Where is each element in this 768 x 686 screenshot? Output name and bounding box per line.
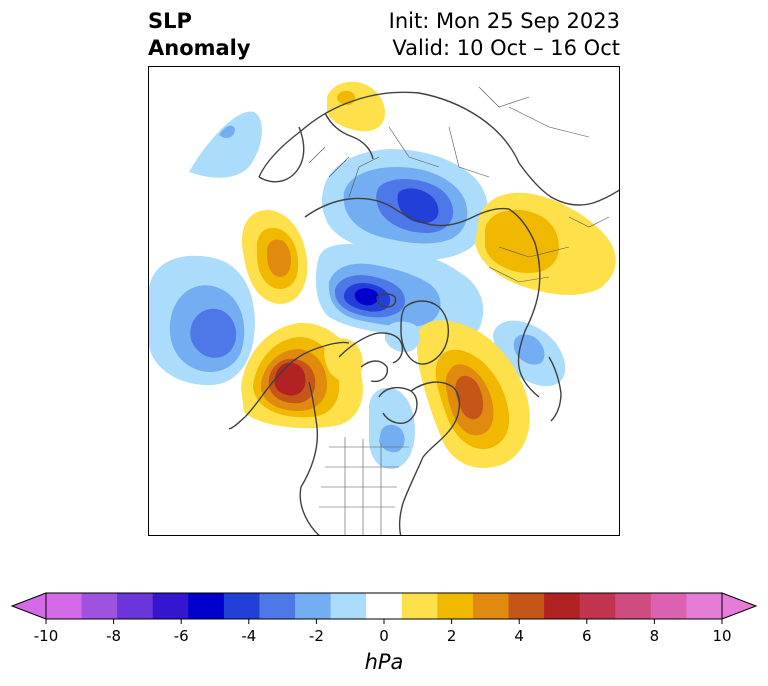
colorbar-swatch bbox=[508, 593, 545, 619]
colorbar-swatch bbox=[46, 593, 83, 619]
anomaly-scandinavia-high bbox=[327, 81, 385, 132]
colorbar-swatch bbox=[472, 593, 510, 619]
colorbar-tick-label: 6 bbox=[582, 627, 592, 645]
colorbar bbox=[10, 592, 758, 624]
colorbar-swatch bbox=[544, 593, 581, 619]
colorbar-swatch bbox=[401, 593, 438, 619]
colorbar-swatch bbox=[81, 593, 118, 619]
colorbar-swatch bbox=[366, 593, 403, 619]
colorbar-swatch bbox=[188, 593, 225, 619]
colorbar-tick-label: 2 bbox=[446, 627, 457, 645]
colorbar-extend-high bbox=[721, 592, 758, 620]
valid-range: Valid: 10 Oct – 16 Oct bbox=[392, 36, 620, 60]
colorbar-tick-label: -2 bbox=[308, 627, 324, 645]
anomaly-map bbox=[149, 81, 619, 535]
anomaly-greenland-low bbox=[385, 321, 420, 353]
colorbar-swatch bbox=[330, 593, 367, 619]
colorbar-unit-label: hPa bbox=[364, 650, 404, 674]
colorbar-tick-label: -10 bbox=[33, 627, 59, 645]
colorbar-swatch bbox=[295, 593, 332, 619]
map-subtitle: Init: Mon 25 Sep 2023 Valid: 10 Oct – 16… bbox=[389, 8, 620, 62]
colorbar-tick-label: 0 bbox=[379, 627, 389, 645]
colorbar-extend-low bbox=[10, 592, 47, 620]
colorbar-swatch bbox=[259, 593, 296, 619]
anomaly-east-siberia-high bbox=[241, 209, 308, 304]
coastlines bbox=[228, 91, 619, 535]
anomaly-ne-asia-high bbox=[475, 192, 616, 295]
title-line-1: SLP bbox=[148, 9, 192, 33]
political-borders bbox=[308, 86, 610, 535]
colorbar-swatch bbox=[686, 593, 723, 619]
colorbar-swatch bbox=[579, 593, 616, 619]
colorbar-swatch bbox=[437, 593, 474, 619]
anomaly-barents-kara-low bbox=[321, 149, 488, 260]
anomaly-north-pacific-low bbox=[149, 255, 255, 386]
map-panel bbox=[148, 66, 620, 536]
colorbar-tick-label: 10 bbox=[712, 627, 732, 645]
map-title: SLP Anomaly bbox=[148, 8, 251, 62]
anomaly-canada-high bbox=[324, 338, 363, 382]
colorbar-swatch bbox=[615, 593, 652, 619]
init-date: Init: Mon 25 Sep 2023 bbox=[388, 9, 620, 33]
colorbar-tick-label: -6 bbox=[173, 627, 189, 645]
colorbar-tick-label: -8 bbox=[106, 627, 122, 645]
colorbar-swatch bbox=[152, 593, 189, 619]
anomaly-great-lakes-low bbox=[369, 387, 415, 469]
title-line-2: Anomaly bbox=[148, 36, 251, 60]
colorbar-tick-label: 4 bbox=[514, 627, 524, 645]
anomaly-aleutian-upper-low bbox=[189, 111, 262, 178]
colorbar-tick-label: -4 bbox=[241, 627, 257, 645]
colorbar-swatch bbox=[223, 593, 260, 619]
colorbar-tick-label: 8 bbox=[649, 627, 660, 645]
colorbar-swatch bbox=[650, 593, 687, 619]
colorbar-swatch bbox=[117, 593, 154, 619]
anomaly-central-arctic-low bbox=[315, 244, 484, 339]
